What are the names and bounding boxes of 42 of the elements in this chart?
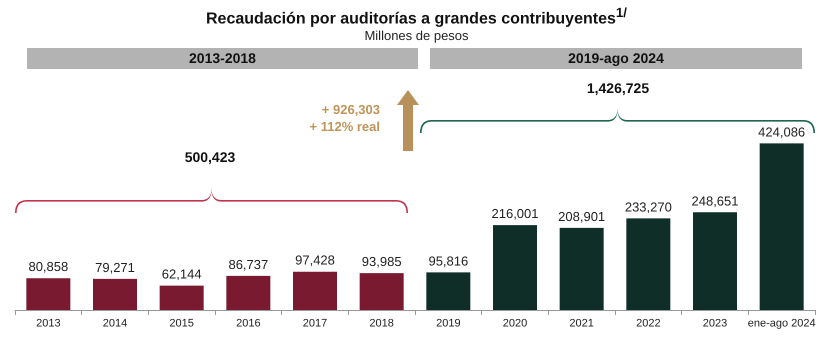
x-tick-label: 2013 (36, 318, 61, 330)
bar (693, 212, 737, 310)
bar (493, 225, 537, 310)
data-label: 86,737 (228, 256, 268, 272)
data-label: 248,651 (692, 193, 738, 208)
data-label: 95,816 (428, 253, 468, 268)
x-tick-label: 2015 (169, 318, 194, 330)
text: 1,426,725 (586, 80, 650, 96)
chart-subtitle: Millones de pesos (363, 28, 470, 43)
text: + 112% real (310, 119, 380, 134)
x-tick-label: 2017 (302, 318, 328, 330)
data-label: 233,270 (624, 199, 672, 214)
x-tick-label: 2016 (236, 318, 261, 330)
data-label: 62,144 (162, 266, 202, 282)
data-label: 97,428 (295, 252, 335, 268)
data-label: 79,271 (95, 260, 135, 275)
annotation: 500,423 (184, 149, 236, 165)
bar (626, 218, 670, 310)
x-tick-label: 2021 (569, 318, 594, 330)
x-tick-label: 2022 (636, 318, 661, 330)
text: + 926,303 (322, 102, 380, 117)
bar (226, 276, 270, 310)
bar (160, 286, 204, 310)
bar (26, 278, 70, 310)
chart-title: Recaudación por auditorías a grandes contribuyentes$^{1/}$ (205, 5, 628, 28)
x-tick-label: ene-ago 2024 (748, 318, 816, 330)
bar (93, 278, 137, 310)
bar (560, 228, 604, 310)
x-tick-label: 2023 (702, 318, 728, 330)
bar (360, 273, 404, 310)
bar (760, 143, 804, 310)
data-label: 93,985 (362, 254, 402, 270)
data-label: 216,001 (492, 206, 538, 222)
bar (293, 272, 337, 310)
bar (426, 272, 470, 310)
x-tick-label: 2018 (369, 318, 394, 330)
data-label: 208,901 (558, 208, 606, 224)
data-label: 424,086 (758, 124, 806, 140)
data-label: 80,858 (28, 259, 68, 274)
x-tick-label: 2014 (102, 318, 128, 330)
x-tick-label: 2020 (502, 318, 528, 330)
x-tick-label: 2019 (436, 318, 461, 330)
